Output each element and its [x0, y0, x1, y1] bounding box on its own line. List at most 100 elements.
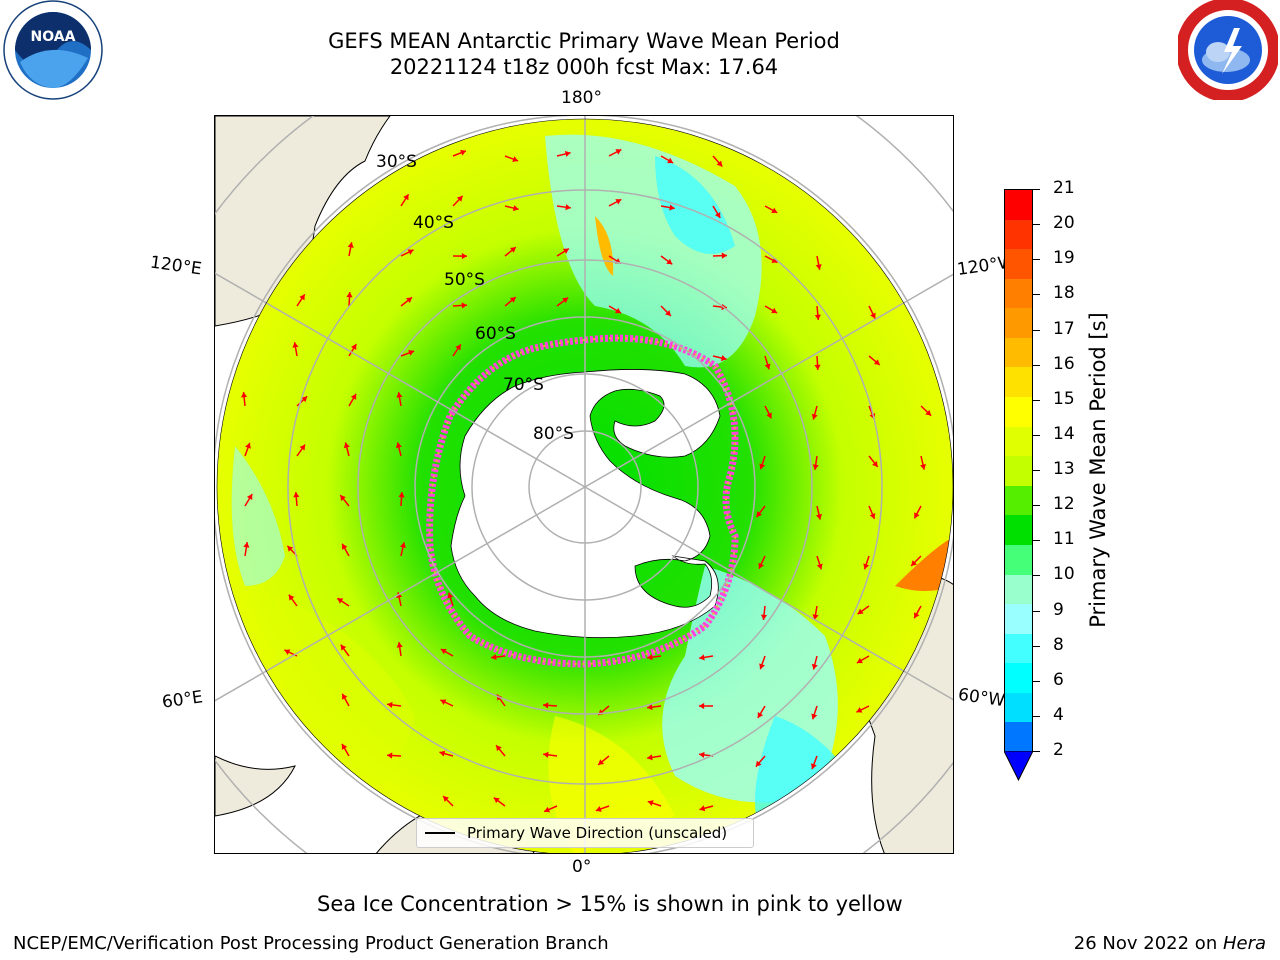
wave-arrow-head [443, 796, 449, 802]
wave-arrow-head [341, 543, 348, 550]
wave-arrow-head [544, 806, 551, 813]
wave-arrow-head [720, 355, 727, 362]
credit-left: NCEP/EMC/Verification Post Processing Pr… [13, 933, 609, 954]
wave-arrow-head [350, 344, 357, 351]
wave-arrow-head [407, 249, 414, 255]
lon-label-60w: 60°W [956, 684, 1007, 712]
colorbar-tick-label: 18 [1053, 283, 1075, 304]
wave-arrow-head [647, 654, 653, 661]
colorbar-segment [1005, 692, 1032, 723]
colorbar-tick-label: 11 [1053, 529, 1075, 550]
wave-arrow-head [771, 207, 778, 213]
colorbar-tick-mark [1033, 610, 1040, 612]
colorbar-tick-label: 20 [1053, 213, 1075, 234]
wave-arrow-head [496, 745, 502, 752]
wave-arrow-head [399, 542, 406, 549]
wave-arrow-head [395, 442, 402, 449]
wave-arrow-head [387, 701, 393, 708]
wave-arrow-head [301, 396, 308, 403]
wave-arrow-head [343, 442, 350, 449]
legend-line-icon [425, 832, 455, 834]
wave-arrow-head [669, 204, 675, 211]
colorbar-tick-label: 14 [1053, 423, 1075, 444]
wave-arrow-head [920, 463, 927, 470]
wave-arrow-head [509, 247, 516, 253]
colorbar-tick-label: 6 [1053, 669, 1064, 690]
wave-arrow-head [403, 194, 409, 201]
colorbar-segment [1005, 515, 1032, 546]
wave-arrow-head [565, 204, 571, 211]
lon-label-180: 180° [561, 88, 602, 108]
wave-arrow-head [595, 806, 602, 812]
wave-arrow-head [440, 648, 447, 655]
wave-arrow-head [512, 156, 519, 162]
wave-arrow-head [869, 512, 876, 519]
colorbar-tick-label: 10 [1053, 564, 1075, 585]
colorbar-tick-mark [1033, 189, 1040, 190]
wave-arrow-head [342, 693, 348, 700]
lat-label-30s: 30°S [376, 152, 417, 172]
wave-arrow-head [812, 464, 819, 470]
wave-arrow-head [758, 562, 765, 569]
wave-arrow-head [491, 653, 497, 661]
colorbar-segment [1005, 604, 1032, 635]
chart-subtitle: 20221124 t18z 000h fcst Max: 17.64 [389, 55, 779, 79]
colorbar-segment [1005, 308, 1032, 339]
colorbar-tick-label: 9 [1053, 599, 1064, 620]
colorbar-tick-label: 4 [1053, 704, 1064, 725]
lat-label-50s: 50°S [444, 270, 485, 290]
lon-label-0: 0° [572, 857, 592, 877]
credit-host: Hera [1222, 933, 1266, 954]
colorbar-tick-label: 21 [1053, 178, 1075, 198]
lat-label-40s: 40°S [413, 213, 454, 233]
noaa-logo: NOAA [0, 0, 106, 106]
wave-arrow-head [699, 805, 706, 812]
wave-arrow-head [815, 264, 822, 270]
colorbar-segment [1005, 367, 1032, 398]
wave-arrow-head [699, 654, 705, 661]
wave-arrow-head [856, 657, 863, 664]
wave-arrow-head [810, 763, 817, 770]
colorbar-tick-label: 16 [1053, 353, 1075, 374]
wave-arrow-head [455, 344, 461, 351]
wave-arrow-head [764, 363, 771, 370]
wave-arrow-head [665, 310, 671, 316]
wave-arrow-head [811, 413, 818, 420]
wave-arrow-head [721, 252, 727, 259]
nws-logo [1176, 0, 1280, 102]
wave-arrow-head [440, 699, 447, 705]
colorbar-tick-label: 15 [1053, 388, 1075, 409]
wave-arrow-head [771, 257, 778, 263]
wave-arrow-head [562, 248, 569, 254]
wave-arrow-head [667, 157, 674, 164]
wave-arrow-head [699, 751, 705, 758]
wave-arrow-head [346, 292, 353, 298]
colorbar [1004, 189, 1033, 753]
wave-arrow-head [863, 563, 870, 570]
colorbar-tick-label: 8 [1053, 634, 1064, 655]
wave-arrow-head [406, 297, 413, 303]
wave-arrow-head [246, 493, 253, 500]
wave-arrow-head [543, 751, 549, 758]
wave-arrow-head [299, 294, 305, 301]
credit-right: 26 Nov 2022 on Hera [1074, 933, 1266, 954]
colorbar-title: Primary Wave Mean Period [s] [1086, 312, 1110, 628]
wave-arrow-head [243, 542, 250, 548]
wave-arrow-head [387, 752, 393, 759]
wave-arrow-head [699, 702, 705, 710]
map-panel [214, 115, 954, 854]
wave-arrow-head [615, 199, 622, 205]
colorbar-segment [1005, 485, 1032, 516]
wave-arrow-head [493, 797, 500, 804]
wave-arrow-head [509, 297, 516, 303]
graticule [215, 116, 953, 853]
wave-arrow-head [398, 492, 405, 498]
wave-arrow-head [873, 359, 880, 365]
colorbar-tick-mark [1033, 680, 1040, 682]
wave-arrow-head [340, 495, 346, 502]
wave-arrow-head [447, 592, 454, 599]
wave-arrow-head [666, 258, 673, 265]
wave-arrow-head [245, 442, 251, 449]
colorbar-tick-mark [1033, 259, 1040, 261]
lat-label-80s: 80°S [533, 424, 574, 444]
